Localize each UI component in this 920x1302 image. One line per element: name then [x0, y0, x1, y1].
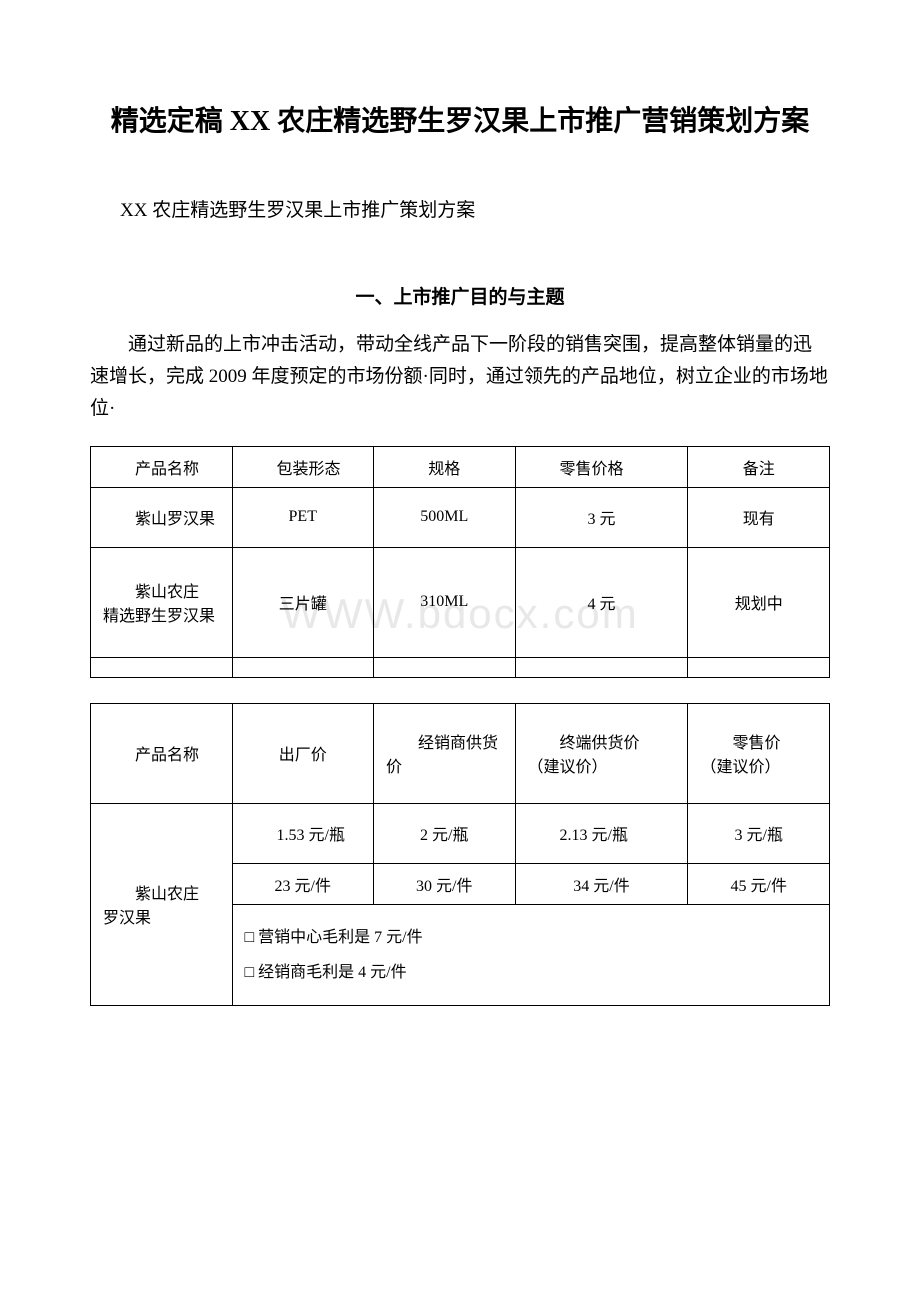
table-row: 紫山农庄 罗汉果 1.53 元/瓶 2 元/瓶 2.13 元/瓶 3 元/瓶 — [91, 803, 830, 863]
table-cell: 4 元 — [515, 547, 688, 657]
section-heading: 一、上市推广目的与主题 — [90, 282, 830, 309]
table-cell: 紫山罗汉果 — [91, 487, 233, 547]
table-cell: 23 元/件 — [232, 863, 374, 904]
table-cell: 紫山农庄 罗汉果 — [91, 803, 233, 1005]
table-header-cell: 包装形态 — [232, 446, 374, 487]
table-cell: 3 元/瓶 — [688, 803, 830, 863]
table-cell: 34 元/件 — [515, 863, 688, 904]
table-header-cell: 产品名称 — [91, 446, 233, 487]
table-cell: 1.53 元/瓶 — [232, 803, 374, 863]
table-cell — [515, 657, 688, 677]
table-cell: 紫山农庄 精选野生罗汉果 — [91, 547, 233, 657]
table-cell: 现有 — [688, 487, 830, 547]
table-header-cell: 零售价格 — [515, 446, 688, 487]
table-cell: 2 元/瓶 — [374, 803, 516, 863]
table-cell: 三片罐 — [232, 547, 374, 657]
table-cell: 规划中 — [688, 547, 830, 657]
table-header-cell: 备注 — [688, 446, 830, 487]
table-row: 产品名称 出厂价 经销商供货价 终端供货价 （建议价） 零售价 （建议价） — [91, 703, 830, 803]
table-cell — [688, 657, 830, 677]
table-header-cell: 规格 — [374, 446, 516, 487]
table-cell: 310ML — [374, 547, 516, 657]
product-table-1: 产品名称 包装形态 规格 零售价格 备注 紫山罗汉果 PET 500ML 3 元… — [90, 446, 830, 678]
table-cell: 30 元/件 — [374, 863, 516, 904]
table-cell: PET — [232, 487, 374, 547]
intro-paragraph: 通过新品的上市冲击活动，带动全线产品下一阶段的销售突围，提高整体销量的迅速增长，… — [90, 329, 830, 426]
table-row — [91, 657, 830, 677]
table-cell: □ 营销中心毛利是 7 元/件 □ 经销商毛利是 4 元/件 — [232, 904, 830, 1005]
table-row: 紫山农庄 精选野生罗汉果 三片罐 310ML 4 元 规划中 — [91, 547, 830, 657]
document-title: 精选定稿 XX 农庄精选野生罗汉果上市推广营销策划方案 — [90, 100, 830, 145]
table-cell — [232, 657, 374, 677]
table-cell: 3 元 — [515, 487, 688, 547]
table-header-cell: 产品名称 — [91, 703, 233, 803]
table-header-cell: 经销商供货价 — [374, 703, 516, 803]
table-header-cell: 出厂价 — [232, 703, 374, 803]
table-cell — [91, 657, 233, 677]
table-row: 产品名称 包装形态 规格 零售价格 备注 — [91, 446, 830, 487]
table-cell — [374, 657, 516, 677]
table-header-cell: 终端供货价 （建议价） — [515, 703, 688, 803]
table-cell: 2.13 元/瓶 — [515, 803, 688, 863]
table-cell: 45 元/件 — [688, 863, 830, 904]
product-table-2: 产品名称 出厂价 经销商供货价 终端供货价 （建议价） 零售价 （建议价） 紫山… — [90, 703, 830, 1006]
table-cell: 500ML — [374, 487, 516, 547]
document-subtitle: XX 农庄精选野生罗汉果上市推广策划方案 — [120, 195, 830, 222]
table-row: 紫山罗汉果 PET 500ML 3 元 现有 — [91, 487, 830, 547]
table-header-cell: 零售价 （建议价） — [688, 703, 830, 803]
